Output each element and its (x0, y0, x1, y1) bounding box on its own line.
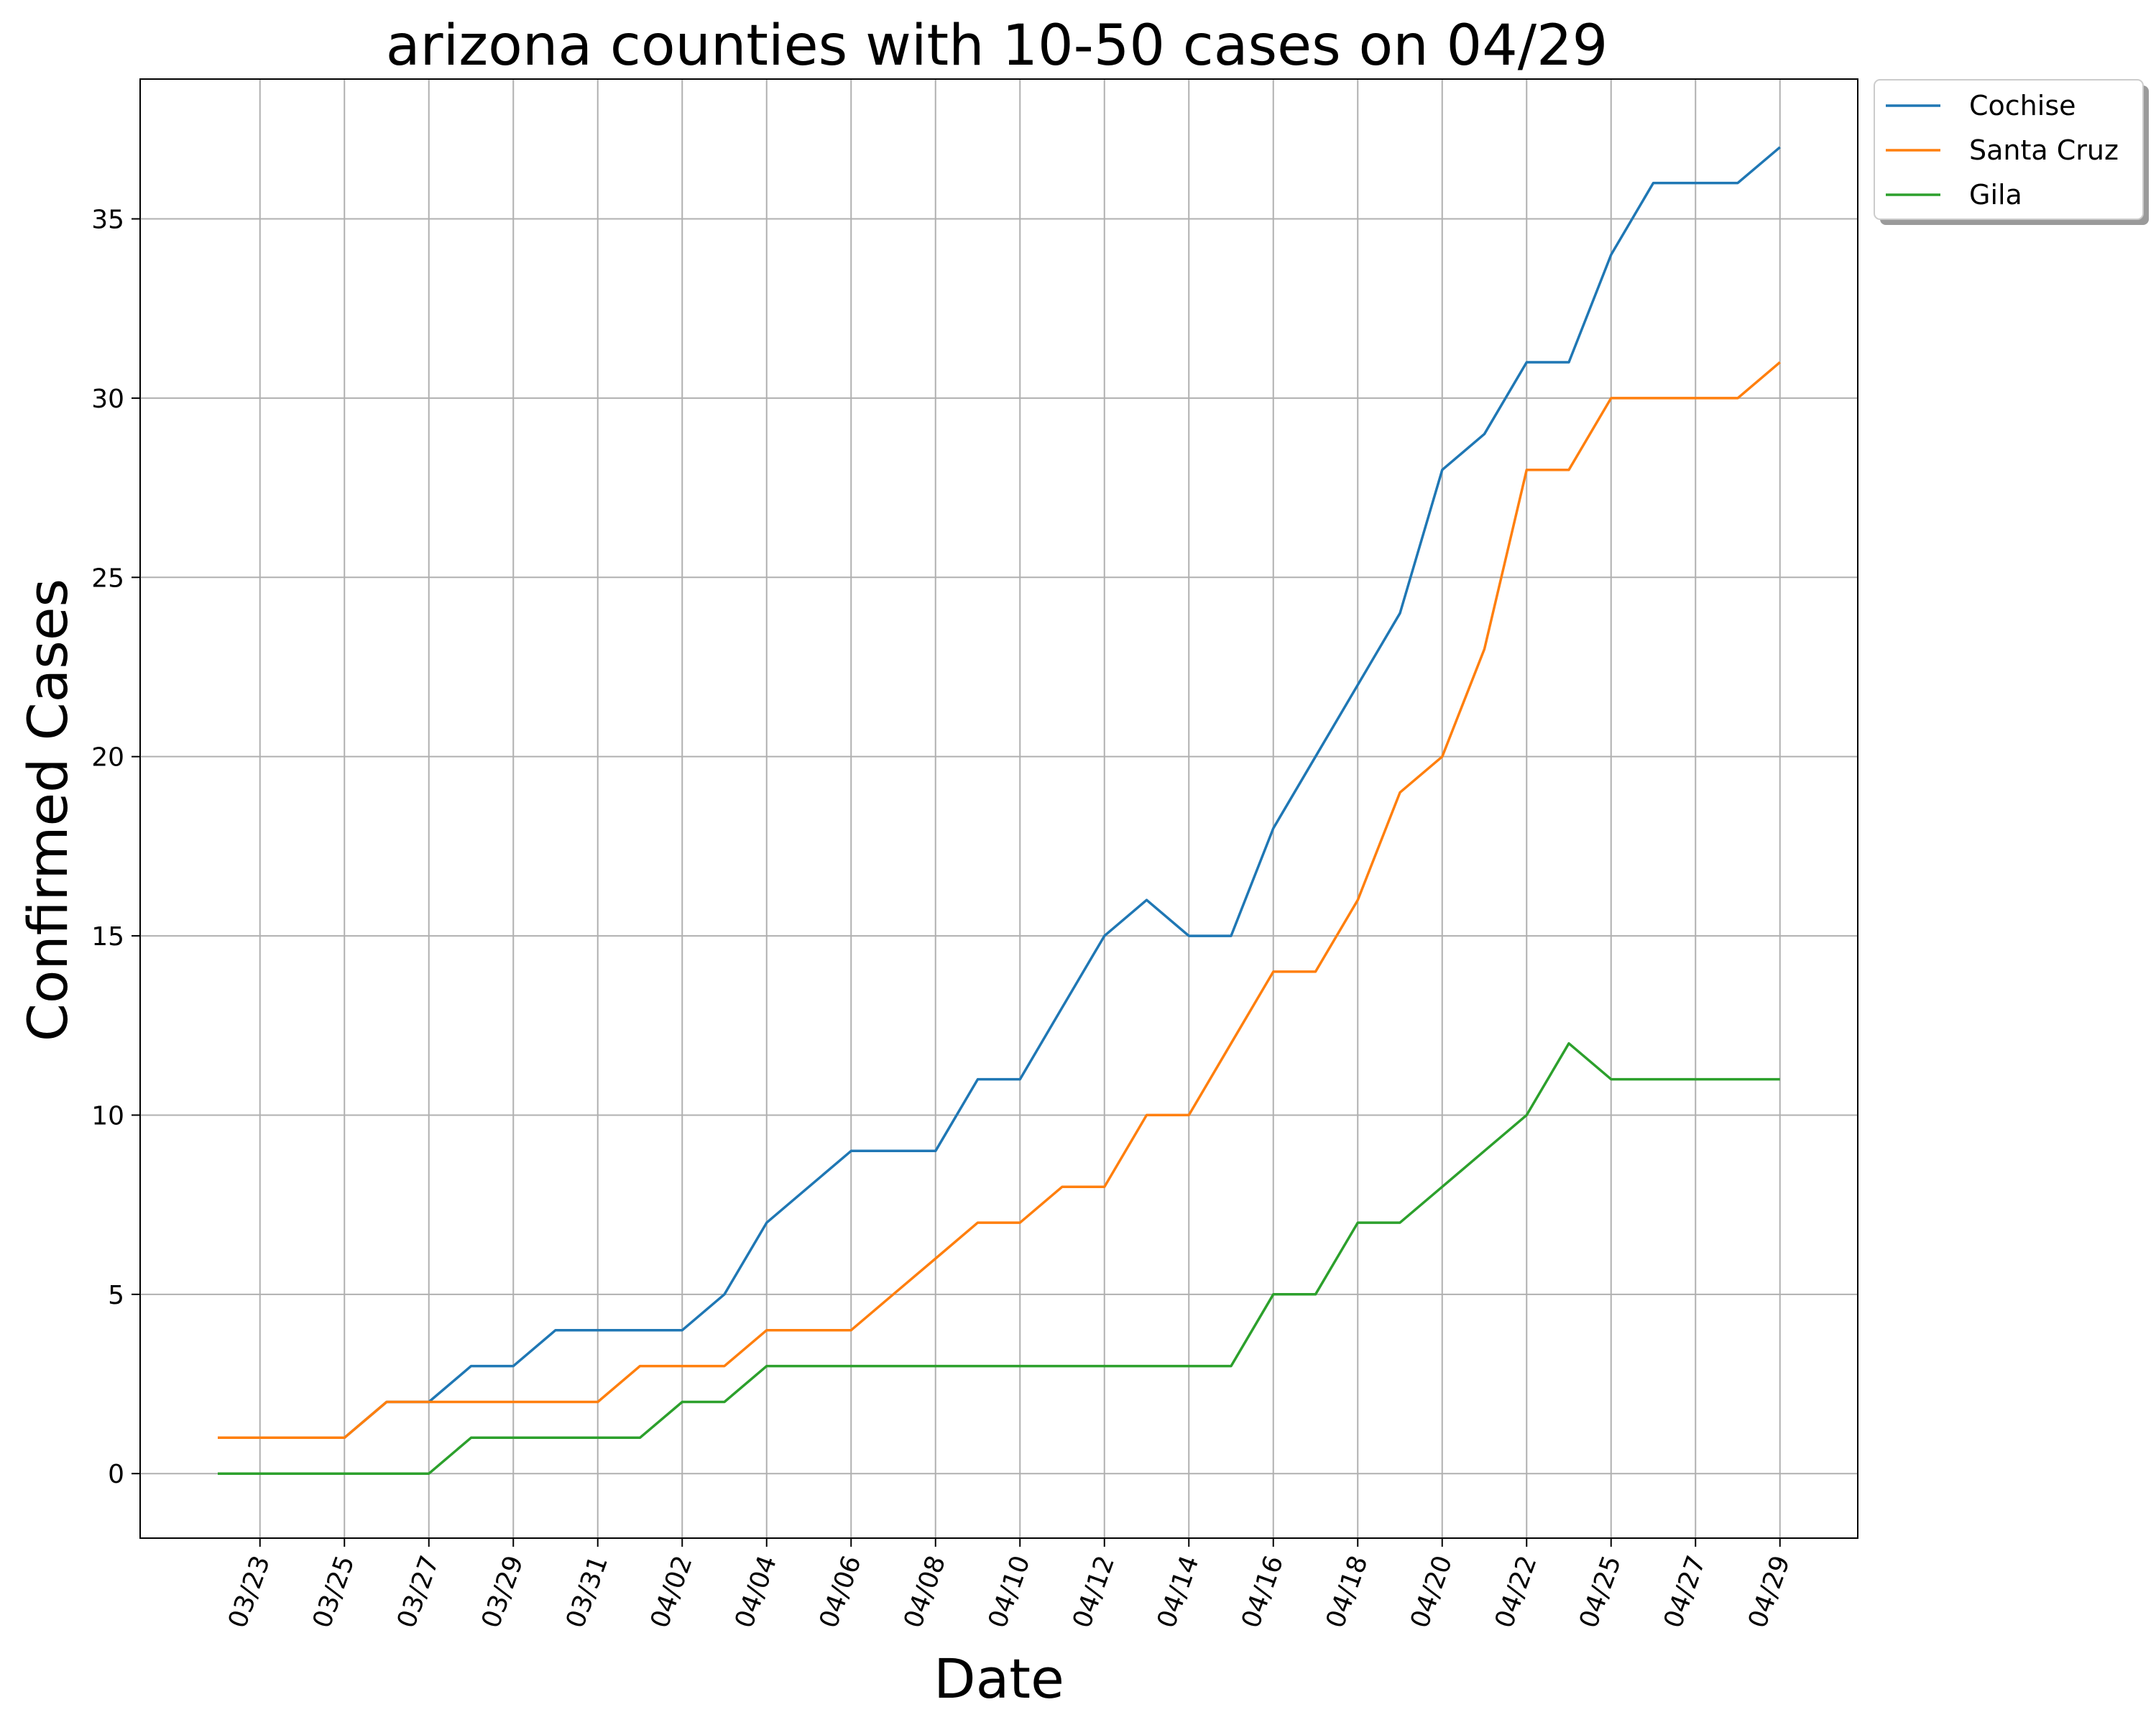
y-tick-label: 0 (108, 1460, 124, 1489)
legend-label-santa-cruz: Santa Cruz (1969, 134, 2119, 166)
series-lines (218, 146, 1781, 1475)
y-tick-label: 25 (91, 564, 124, 593)
grid (140, 79, 1858, 1538)
legend-box (1874, 79, 2144, 220)
series-line-santa-cruz (218, 361, 1781, 1440)
y-tick-label: 15 (91, 922, 124, 952)
y-tick-label: 35 (91, 206, 124, 235)
y-tick-label: 10 (91, 1101, 124, 1131)
series-line-cochise (218, 146, 1781, 1440)
legend-label-cochise: Cochise (1969, 90, 2076, 121)
chart-title: arizona counties with 10-50 cases on 04/… (386, 14, 1608, 78)
x-axis-title: Date (934, 1647, 1064, 1711)
plot-area-frame (139, 78, 1858, 1539)
y-tick-label: 30 (91, 385, 124, 414)
series-line-gila (218, 1041, 1780, 1475)
legend: Cochise Santa Cruz Gila (1874, 79, 2149, 225)
y-tick-label: 5 (108, 1281, 124, 1310)
y-axis-ticks: 0 5 10 15 20 25 30 35 (91, 206, 140, 1489)
legend-label-gila: Gila (1969, 179, 2022, 211)
y-axis-title: Confirmed Cases (16, 579, 80, 1041)
y-tick-label: 20 (91, 743, 124, 773)
